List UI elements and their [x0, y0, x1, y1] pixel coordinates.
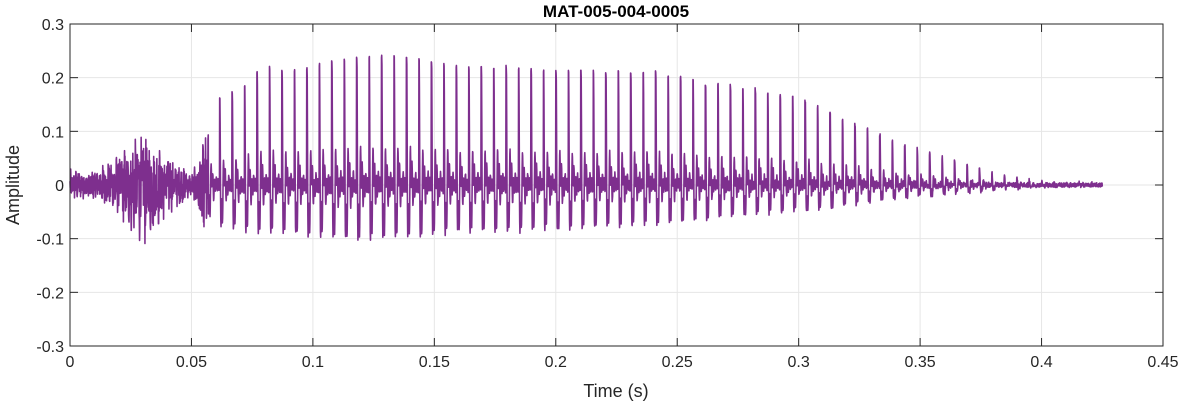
- x-tick-label: 0.4: [1030, 354, 1052, 371]
- y-axis-ticks: -0.3 -0.2 -0.1 0 0.1 0.2 0.3: [36, 17, 1163, 356]
- x-tick-label: 0: [66, 354, 75, 371]
- x-tick-label: 0.15: [419, 354, 450, 371]
- x-tick-label: 0.45: [1147, 354, 1178, 371]
- y-tick-label: 0.2: [42, 71, 64, 88]
- x-tick-label: 0.35: [905, 354, 936, 371]
- x-axis-ticks: 0 0.05 0.1 0.15 0.2 0.25 0.3 0.35 0.4 0.45: [66, 24, 1179, 371]
- x-tick-label: 0.1: [302, 354, 324, 371]
- plot-frame: [69, 23, 1164, 347]
- chart-title: MAT-005-004-0005: [543, 2, 689, 21]
- y-tick-label: -0.1: [36, 232, 64, 249]
- y-tick-label: 0: [55, 178, 64, 195]
- y-tick-label: 0.1: [42, 124, 64, 141]
- y-axis-label: Amplitude: [3, 145, 23, 225]
- x-tick-label: 0.2: [545, 354, 567, 371]
- x-axis-label: Time (s): [583, 381, 648, 401]
- x-tick-label: 0.3: [788, 354, 810, 371]
- y-tick-label: -0.3: [36, 339, 64, 356]
- y-tick-label: 0.3: [42, 17, 64, 34]
- x-tick-label: 0.05: [176, 354, 207, 371]
- x-tick-label: 0.25: [662, 354, 693, 371]
- waveform-series-line: [69, 54, 1104, 245]
- y-tick-label: -0.2: [36, 285, 64, 302]
